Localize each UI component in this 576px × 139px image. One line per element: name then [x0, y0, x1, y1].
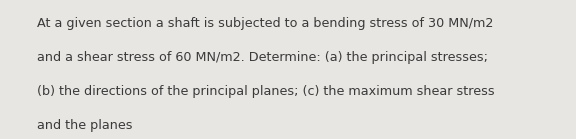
Text: (b) the directions of the principal planes; (c) the maximum shear stress: (b) the directions of the principal plan… — [37, 85, 495, 98]
Text: At a given section a shaft is subjected to a bending stress of 30 MN/m2: At a given section a shaft is subjected … — [37, 17, 494, 30]
Text: and a shear stress of 60 MN/m2. Determine: (a) the principal stresses;: and a shear stress of 60 MN/m2. Determin… — [37, 51, 488, 64]
Text: and the planes: and the planes — [37, 119, 133, 132]
